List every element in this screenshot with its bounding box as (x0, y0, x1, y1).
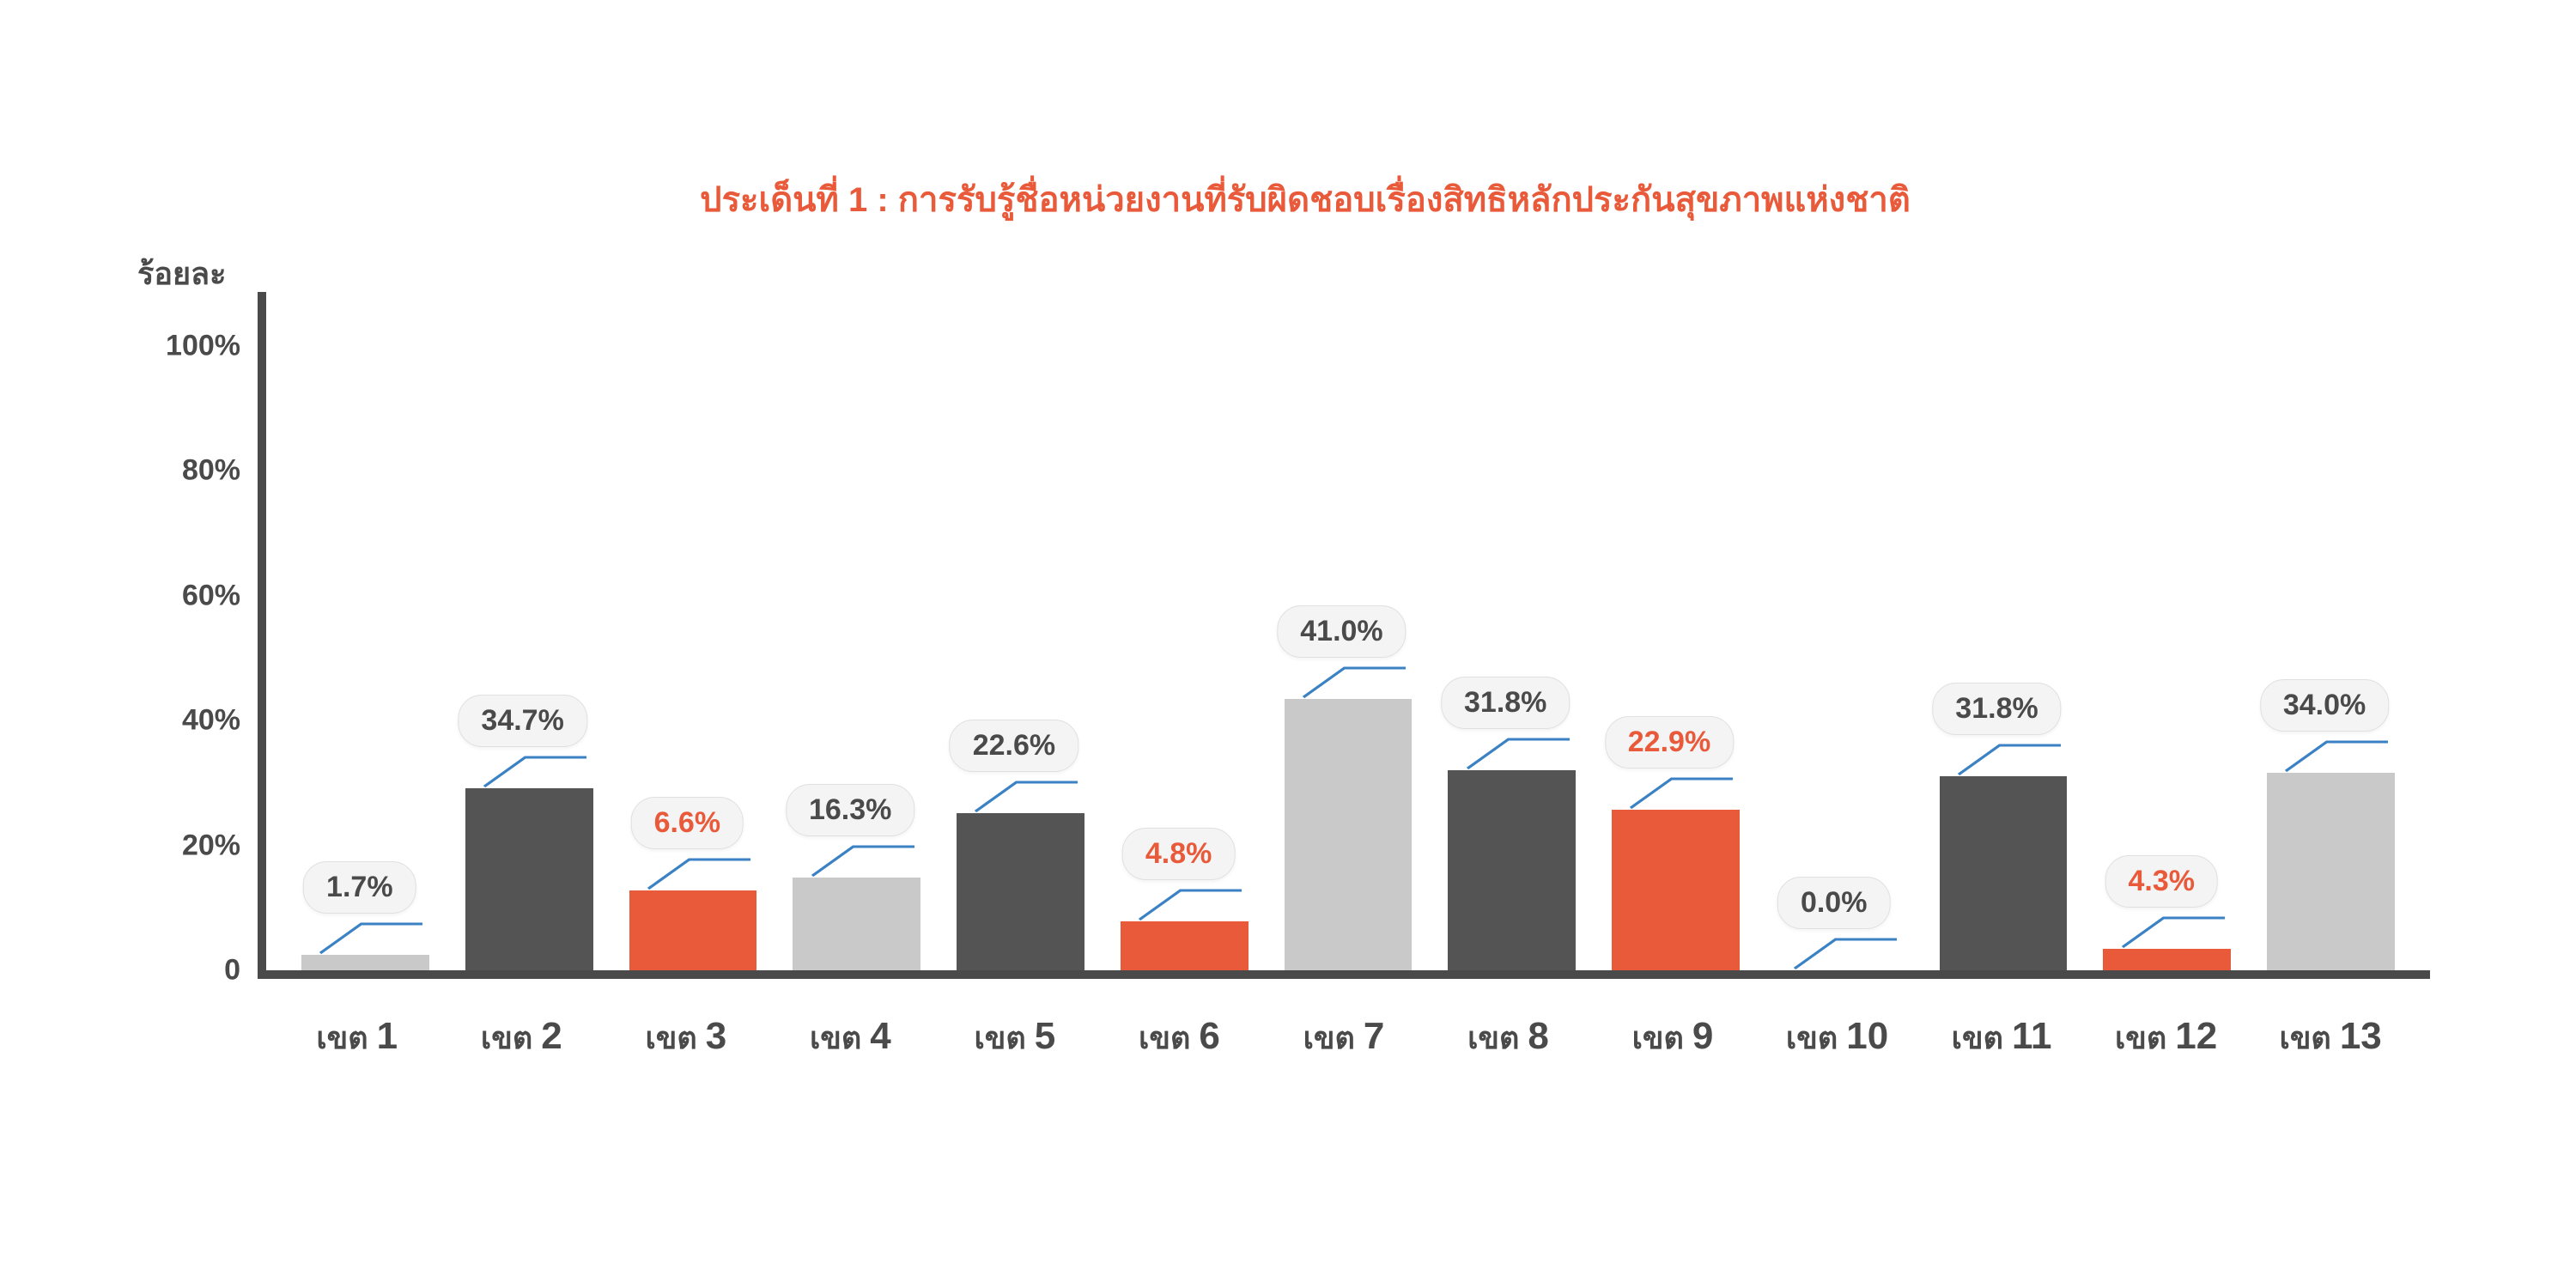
bar: 1.7% (301, 955, 429, 970)
bar-chart: ประเด็นที่ 1 : การรับรู้ชื่อหน่วยงานที่ร… (146, 137, 2464, 1168)
data-label: 4.8% (1122, 828, 1236, 880)
y-tick-label: 60% (182, 579, 240, 612)
bar: 22.9% (1612, 810, 1740, 970)
y-axis-label: ร้อยละ (137, 249, 226, 298)
leader-line (1467, 729, 1570, 770)
bar-slot: 4.8% (1103, 292, 1267, 970)
bar-slot: 4.3% (2085, 292, 2249, 970)
bar: 22.6% (957, 813, 1084, 970)
data-label: 34.7% (458, 695, 586, 747)
bar-slot: 22.6% (939, 292, 1103, 970)
bar-slot: 34.7% (447, 292, 611, 970)
x-axis-label: เขต 4 (769, 1013, 933, 1062)
bar-slot: 6.6% (611, 292, 775, 970)
leader-line (975, 772, 1078, 813)
bar: 34.0% (2267, 773, 2395, 970)
bar-slot: 22.9% (1594, 292, 1758, 970)
leader-line (2123, 908, 2225, 949)
leader-line (320, 914, 422, 955)
data-label: 31.8% (1932, 683, 2061, 735)
x-axis-label: เขต 1 (275, 1013, 440, 1062)
plot-area: 020%40%60%80%100% 1.7%34.7%6.6%16.3%22.6… (258, 292, 2430, 979)
data-label: 6.6% (631, 797, 744, 849)
data-label: 0.0% (1777, 877, 1891, 929)
bar: 4.8% (1121, 921, 1249, 970)
bar: 4.3% (2103, 949, 2231, 970)
y-tick-label: 20% (182, 829, 240, 862)
x-axis-label: เขต 12 (2084, 1013, 2249, 1062)
bar: 6.6% (629, 890, 757, 970)
bar: 34.7% (465, 788, 593, 970)
bars-row: 1.7% 34.7% 6.6% 16.3% 22.6% 4.8% 41.0% 31.8% 22.… (266, 292, 2430, 970)
bar: 31.8% (1940, 776, 2068, 970)
bar-slot: 34.0% (2249, 292, 2413, 970)
x-axis-label: เขต 3 (604, 1013, 769, 1062)
data-label: 34.0% (2260, 679, 2389, 732)
x-axis-label: เขต 9 (1590, 1013, 1755, 1062)
data-label: 1.7% (303, 861, 416, 914)
x-axis-label: เขต 5 (933, 1013, 1097, 1062)
leader-line (1959, 735, 2061, 776)
x-axis-label: เขต 7 (1261, 1013, 1426, 1062)
y-tick-label: 100% (166, 329, 240, 362)
leader-line (2286, 732, 2388, 773)
bar-slot: 1.7% (283, 292, 447, 970)
x-axis-label: เขต 11 (1919, 1013, 2084, 1062)
x-axis-label: เขต 10 (1755, 1013, 1920, 1062)
chart-title: ประเด็นที่ 1 : การรับรู้ชื่อหน่วยงานที่ร… (146, 172, 2464, 227)
data-label: 16.3% (786, 784, 914, 836)
leader-line (484, 747, 586, 788)
data-label: 4.3% (2105, 855, 2218, 908)
bar-slot: 16.3% (775, 292, 939, 970)
data-label: 22.6% (950, 720, 1078, 772)
bar-slot: 31.8% (1430, 292, 1594, 970)
bar: 31.8% (1448, 770, 1576, 970)
data-label: 41.0% (1277, 605, 1406, 658)
leader-line (1139, 880, 1242, 921)
bar: 16.3% (793, 878, 920, 970)
x-axis-labels: เขต 1เขต 2เขต 3เขต 4เขต 5เขต 6เขต 7เขต 8… (258, 1013, 2430, 1062)
leader-line (648, 849, 750, 890)
y-tick-label: 80% (182, 454, 240, 488)
leader-line (1631, 769, 1733, 810)
leader-line (812, 836, 914, 878)
bar-slot: 41.0% (1267, 292, 1431, 970)
data-label: 31.8% (1441, 677, 1570, 729)
data-label: 22.9% (1605, 716, 1734, 769)
x-axis-label: เขต 8 (1426, 1013, 1591, 1062)
y-tick-label: 0 (224, 954, 240, 987)
bar: 41.0% (1285, 699, 1413, 970)
x-axis-label: เขต 2 (440, 1013, 605, 1062)
leader-line (1795, 929, 1897, 970)
bar-slot: 31.8% (1922, 292, 2086, 970)
leader-line (1303, 658, 1406, 699)
bar-slot: 0.0% (1758, 292, 1922, 970)
x-axis-label: เขต 6 (1097, 1013, 1262, 1062)
x-axis-label: เขต 13 (2248, 1013, 2413, 1062)
y-tick-label: 40% (182, 704, 240, 738)
